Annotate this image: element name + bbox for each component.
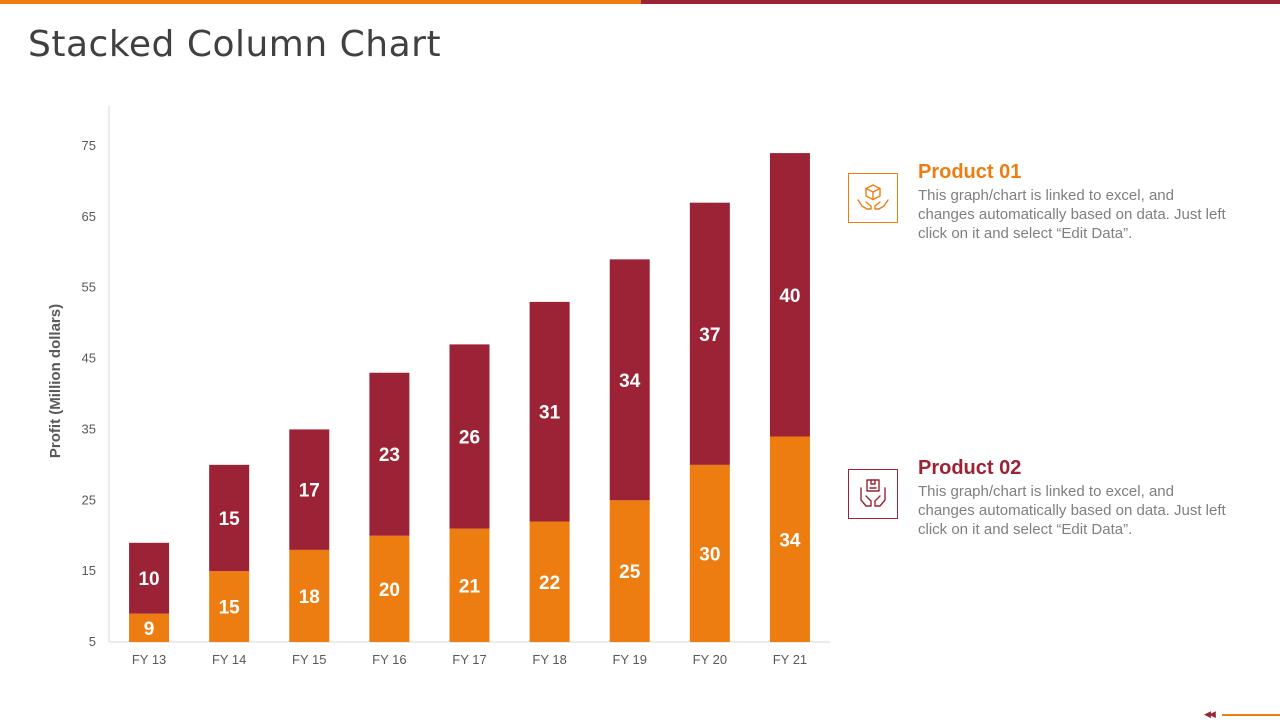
bar-segment-2 [609, 259, 650, 501]
bar-segment-2 [769, 153, 810, 437]
bar-segment-2 [689, 202, 730, 465]
data-label: 26 [459, 428, 480, 449]
data-label: 25 [619, 562, 641, 583]
y-tick-label: 75 [82, 138, 96, 153]
bar-segment-1 [609, 500, 650, 642]
x-tick-label: FY 21 [773, 652, 807, 667]
y-tick-label: 15 [82, 563, 96, 578]
y-tick-label: 55 [82, 280, 96, 295]
footer-accent-line [1222, 714, 1280, 716]
legend-title: Product 02 [918, 457, 1022, 479]
data-label: 31 [539, 403, 561, 424]
y-tick-label: 25 [82, 492, 96, 507]
x-tick-label: FY 18 [532, 652, 566, 667]
data-label: 40 [779, 286, 800, 307]
bar-segment-1 [769, 436, 810, 642]
legend-description: This graph/chart is linked to excel, and… [918, 187, 1226, 242]
data-label: 17 [299, 481, 320, 502]
bar-segment-2 [369, 372, 410, 536]
bar-segment-1 [529, 521, 570, 642]
legend-description: This graph/chart is linked to excel, and… [918, 483, 1226, 538]
legend-title: Product 01 [918, 161, 1022, 183]
y-tick-label: 35 [82, 421, 96, 436]
top-accent-bar-orange [0, 0, 641, 4]
data-label: 34 [779, 530, 801, 551]
data-label: 37 [699, 325, 720, 346]
bar-segment-2 [449, 344, 490, 529]
data-label: 18 [299, 587, 320, 608]
data-label: 15 [219, 509, 241, 530]
x-tick-label: FY 15 [292, 652, 326, 667]
bar-segment-2 [289, 429, 330, 550]
y-tick-label: 45 [82, 351, 96, 366]
data-label: 20 [379, 580, 400, 601]
bar-segment-1 [209, 571, 250, 642]
y-tick-label: 65 [82, 209, 96, 224]
hands-package-icon [848, 469, 898, 519]
bar-segment-2 [209, 464, 250, 572]
bar-segment-1 [449, 528, 490, 642]
x-tick-label: FY 17 [452, 652, 486, 667]
bar-segment-1 [689, 464, 730, 642]
y-tick-label: 5 [89, 634, 96, 649]
page-title: Stacked Column Chart [28, 24, 442, 65]
data-label: 15 [219, 598, 241, 619]
bar-segment-2 [529, 301, 570, 522]
data-label: 22 [539, 573, 560, 594]
bar-segment-1 [369, 535, 410, 642]
y-axis-title: Profit (Million dollars) [47, 304, 64, 458]
data-label: 21 [459, 576, 481, 597]
x-tick-label: FY 19 [612, 652, 646, 667]
x-tick-label: FY 16 [372, 652, 406, 667]
x-tick-label: FY 13 [132, 652, 166, 667]
top-accent-bar-red [641, 0, 1280, 4]
data-label: 34 [619, 371, 641, 392]
nav-back-arrows-icon[interactable]: ◀◀ [1204, 709, 1216, 719]
data-label: 23 [379, 445, 400, 466]
x-tick-label: FY 20 [693, 652, 727, 667]
hands-box-icon [848, 173, 898, 223]
bar-segment-2 [129, 542, 170, 614]
x-tick-label: FY 14 [212, 652, 246, 667]
data-label: 30 [699, 544, 720, 565]
bar-segment-1 [289, 549, 330, 642]
data-label: 9 [144, 619, 155, 640]
bar-segment-1 [129, 613, 170, 642]
data-label: 10 [138, 569, 159, 590]
